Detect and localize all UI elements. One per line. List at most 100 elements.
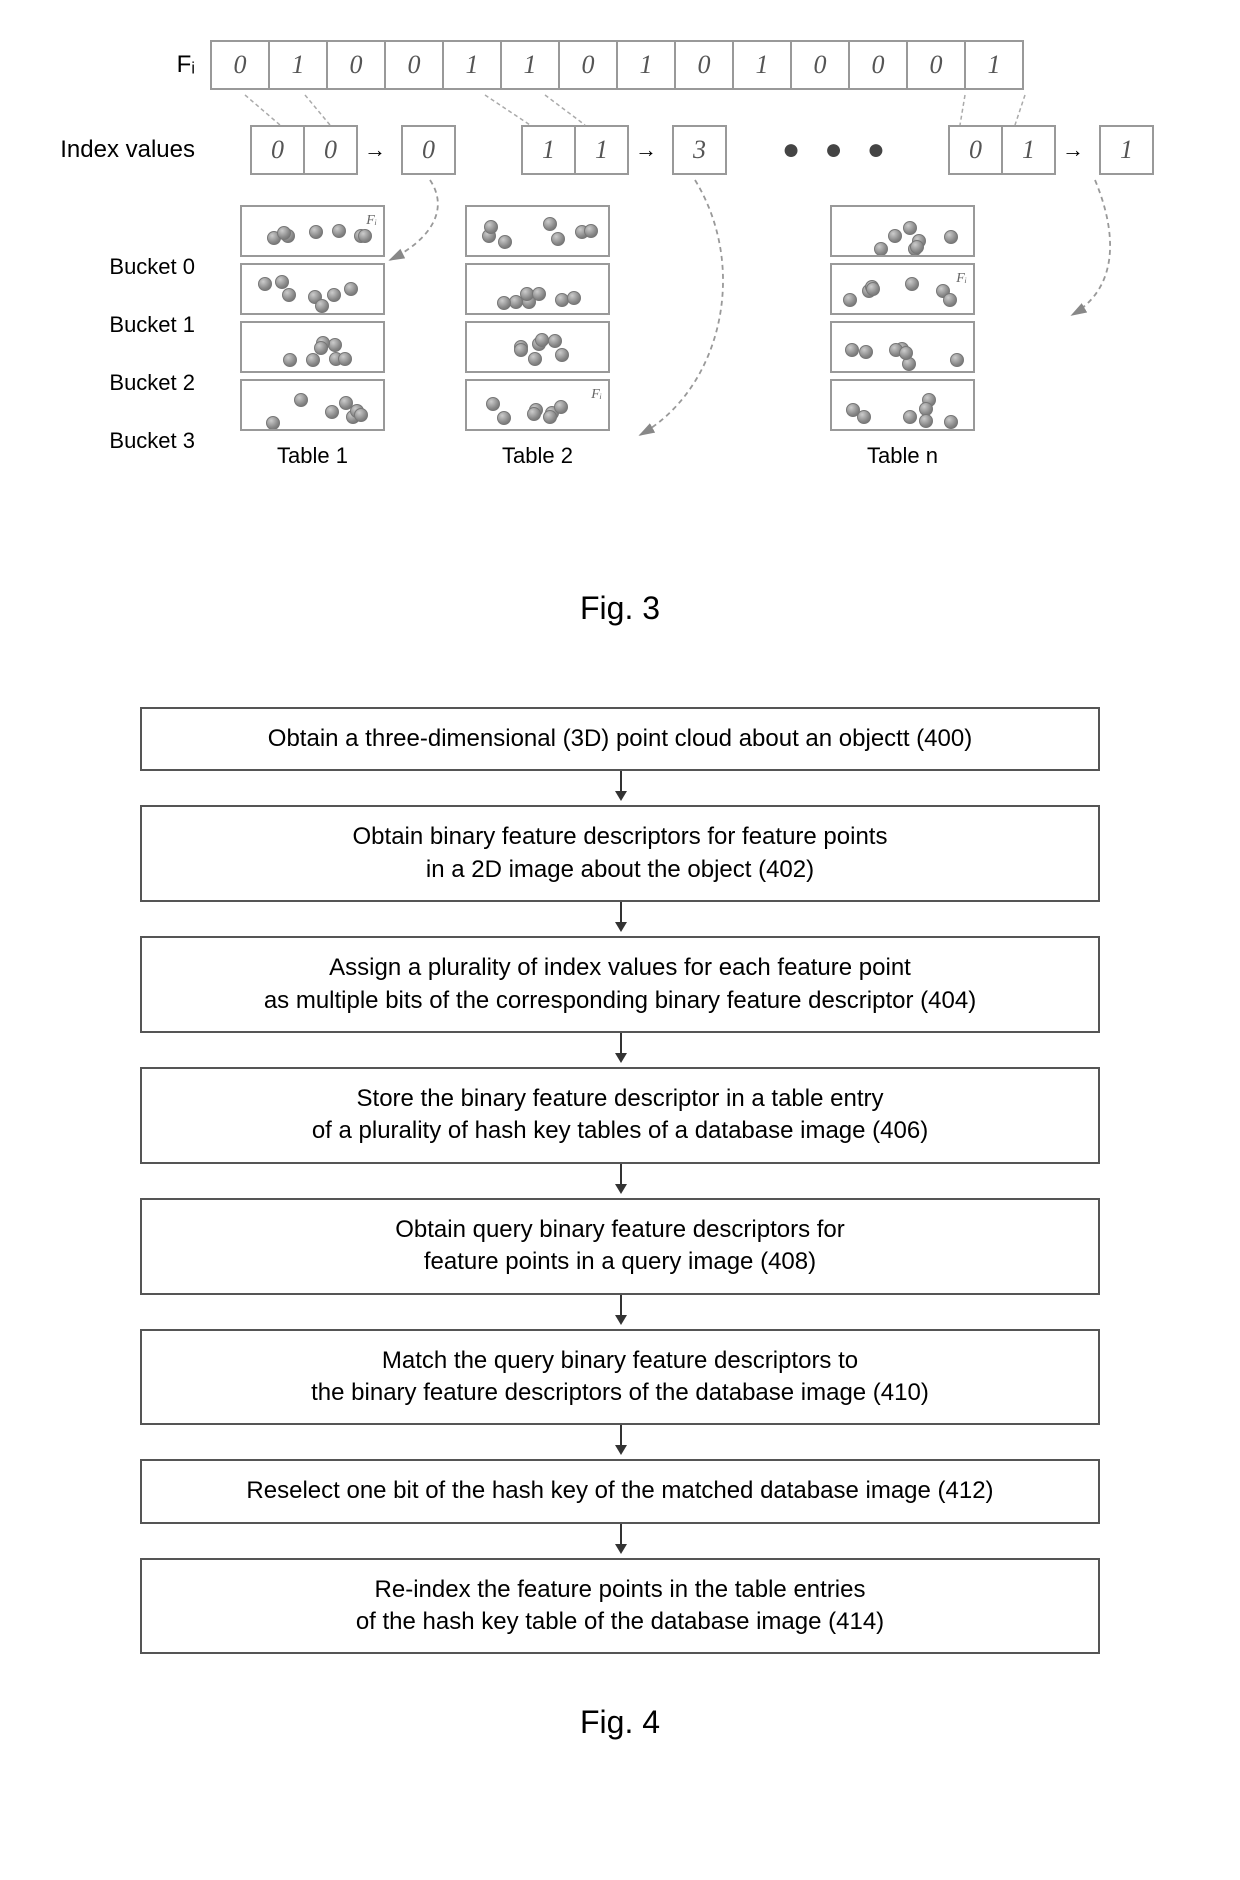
bucket (830, 379, 975, 431)
feature-blob (527, 407, 541, 421)
fi-marker: Fᵢ (366, 213, 377, 229)
bucket (465, 321, 610, 373)
bit-cell: 1 (500, 40, 560, 90)
bit-cell: 0 (326, 40, 386, 90)
bucket (240, 379, 385, 431)
feature-blob (944, 415, 958, 429)
feature-blob (358, 229, 372, 243)
flow-step: Assign a plurality of index values for e… (140, 936, 1100, 1033)
index-groups: 00→011→3● ● ●01→1 (250, 125, 1154, 175)
feature-blob (843, 293, 857, 307)
index-row: Index values 00→011→3● ● ●01→1 (30, 125, 1210, 175)
bucket-label: Bucket 2 (30, 354, 195, 412)
feature-blob (535, 333, 549, 347)
fig3-title: Fig. 3 (30, 590, 1210, 627)
index-bit-cell: 0 (250, 125, 305, 175)
bucket-label: Bucket 1 (30, 296, 195, 354)
index-group: 11→3 (521, 125, 727, 175)
arrow-right-icon: → (635, 137, 657, 163)
feature-blob (327, 288, 341, 302)
index-label: Index values (30, 136, 210, 164)
hash-table: FᵢTable n (830, 205, 975, 469)
figure-4-flowchart: Obtain a three-dimensional (3D) point cl… (140, 707, 1100, 1654)
bucket (465, 263, 610, 315)
flow-step: Re-index the feature points in the table… (140, 1558, 1100, 1655)
feature-blob (314, 341, 328, 355)
feature-blob (905, 277, 919, 291)
bit-cell: 0 (906, 40, 966, 90)
arrow-right-icon: → (364, 137, 386, 163)
fig3-content: Fᵢ 01001101010001 Index values 00→011→3●… (30, 40, 1210, 560)
feature-blob (888, 229, 902, 243)
bit-cell: 0 (790, 40, 850, 90)
index-bit-cell: 1 (574, 125, 629, 175)
bucket (465, 205, 610, 257)
hash-table: Fᵢ Table 2 (465, 205, 610, 469)
feature-blob (859, 345, 873, 359)
feature-blob (325, 405, 339, 419)
feature-blob (543, 410, 557, 424)
bucket-label: Bucket 0 (30, 238, 195, 296)
table-name-label: Table 1 (240, 443, 385, 469)
flow-step: Obtain a three-dimensional (3D) point cl… (140, 707, 1100, 771)
bucket: Fᵢ (830, 263, 975, 315)
feature-blob (306, 353, 320, 367)
hash-table: Fᵢ Table 1 (240, 205, 385, 469)
index-group: 00→0 (250, 125, 456, 175)
feature-blob (943, 293, 957, 307)
bit-cell: 0 (674, 40, 734, 90)
bit-cell: 0 (210, 40, 270, 90)
feature-blob (532, 287, 546, 301)
index-bit-cell: 1 (521, 125, 576, 175)
feature-blob (567, 291, 581, 305)
flow-arrow-down-icon (140, 1033, 1100, 1067)
feature-blob (309, 225, 323, 239)
feature-blob (338, 352, 352, 366)
index-result-cell: 1 (1099, 125, 1154, 175)
feature-blob (910, 240, 924, 254)
bit-cell: 1 (616, 40, 676, 90)
fi-marker: Fᵢ (591, 387, 602, 403)
feature-blob (584, 224, 598, 238)
tables-row: Fᵢ Table 1 Fᵢ Table 2 FᵢTable n (240, 205, 1210, 469)
bit-cell: 1 (268, 40, 328, 90)
feature-blob (903, 410, 917, 424)
f-label: Fᵢ (30, 51, 210, 79)
flow-step: Match the query binary feature descripto… (140, 1329, 1100, 1426)
flow-arrow-down-icon (140, 1524, 1100, 1558)
feature-blob (275, 275, 289, 289)
feature-blob (498, 235, 512, 249)
feature-blob (950, 353, 964, 367)
bucket-labels: Bucket 0Bucket 1Bucket 2Bucket 3 (30, 238, 210, 470)
feature-blob (528, 352, 542, 366)
index-bit-cell: 1 (1001, 125, 1056, 175)
table-name-label: Table 2 (465, 443, 610, 469)
arrow-right-icon: → (1062, 137, 1084, 163)
bucket (240, 263, 385, 315)
index-result-cell: 0 (401, 125, 456, 175)
index-bit-cell: 0 (303, 125, 358, 175)
flow-arrow-down-icon (140, 902, 1100, 936)
feature-blob (866, 282, 880, 296)
feature-blob (258, 277, 272, 291)
feature-blob (919, 414, 933, 428)
flow-arrow-down-icon (140, 1295, 1100, 1329)
bucket (830, 205, 975, 257)
feature-blob (554, 400, 568, 414)
feature-blob (903, 221, 917, 235)
feature-blob (497, 296, 511, 310)
flow-step: Reselect one bit of the hash key of the … (140, 1459, 1100, 1523)
feature-blob (266, 416, 280, 430)
bucket: Fᵢ (465, 379, 610, 431)
bucket-label: Bucket 3 (30, 412, 195, 470)
bit-cell: 1 (732, 40, 792, 90)
feature-blob (497, 411, 511, 425)
feature-blob (874, 242, 888, 256)
flow-step: Store the binary feature descriptor in a… (140, 1067, 1100, 1164)
feature-blob (555, 348, 569, 362)
bit-cell: 1 (964, 40, 1024, 90)
bit-cell: 0 (384, 40, 444, 90)
tables-ellipsis (610, 205, 830, 285)
bit-cell: 0 (848, 40, 908, 90)
bucket (830, 321, 975, 373)
